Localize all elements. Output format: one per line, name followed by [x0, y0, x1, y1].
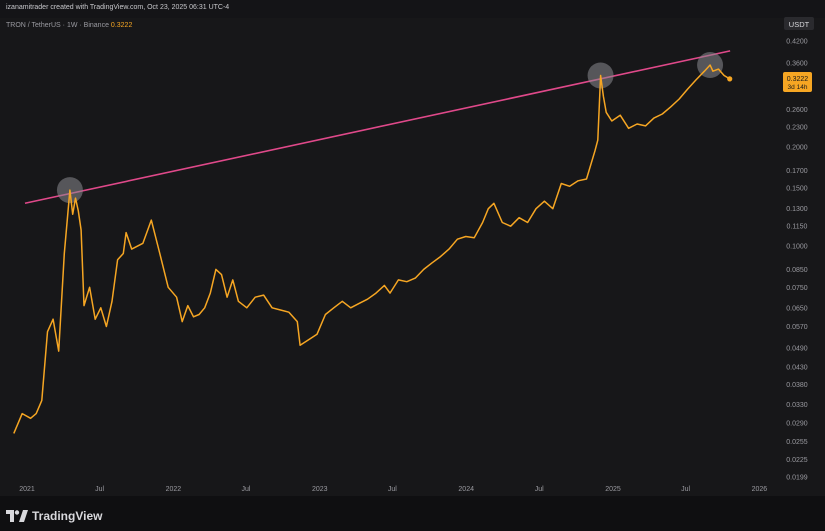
y-tick-label: 0.1000 [786, 244, 808, 251]
last-price-value: 0.3222 [787, 76, 809, 83]
chart-area[interactable] [0, 18, 781, 496]
symbol-price: 0.3222 [110, 22, 133, 29]
y-tick-label: 0.1150 [787, 224, 808, 231]
y-tick-label: 0.2000 [786, 145, 808, 152]
y-tick-label: 0.1700 [786, 168, 808, 175]
x-tick-label: 2021 [19, 486, 35, 493]
y-tick-label: 0.0225 [786, 457, 808, 464]
symbol-name: TRON / TetherUS · 1W · Binance [6, 22, 109, 29]
y-tick-label: 0.0380 [786, 382, 808, 389]
x-tick-label: Jul [681, 486, 690, 493]
symbol-label[interactable]: TRON / TetherUS · 1W · Binance 0.3222 [6, 22, 132, 29]
y-tick-label: 0.0750 [786, 285, 808, 292]
y-axis-ticks: 0.42000.36000.31000.26000.23000.20000.17… [786, 39, 808, 482]
x-tick-label: Jul [242, 486, 251, 493]
y-tick-label: 0.4200 [786, 39, 808, 46]
tradingview-logo-icon [6, 510, 28, 522]
y-tick-label: 0.0255 [786, 439, 808, 446]
price-line [13, 64, 731, 434]
y-tick-label: 0.3600 [786, 61, 808, 68]
chart-header-bar [0, 0, 825, 18]
price-axis[interactable] [781, 18, 825, 496]
x-tick-label: 2023 [312, 486, 328, 493]
last-price-tag: 0.3222 3d 14h [783, 72, 812, 92]
y-tick-label: 0.2600 [786, 107, 808, 114]
y-tick-label: 0.1300 [786, 206, 808, 213]
last-price-countdown: 3d 14h [788, 84, 808, 91]
x-axis-ticks: 2021 Jul 2022 Jul 2023 Jul 2024 Jul 2025 Jul 2026 [19, 486, 767, 493]
x-tick-label: 2022 [166, 486, 182, 493]
tradingview-logo[interactable]: TradingView [6, 509, 102, 523]
y-tick-label: 0.0430 [786, 364, 808, 371]
x-tick-label: 2024 [458, 486, 474, 493]
x-tick-label: 2026 [752, 486, 768, 493]
attribution-text: izanamitrader created with TradingView.c… [6, 4, 230, 11]
y-tick-label: 0.0330 [786, 402, 808, 409]
x-tick-label: 2025 [605, 486, 621, 493]
y-tick-label: 0.0650 [786, 305, 808, 312]
resistance-trendline[interactable] [24, 50, 731, 205]
x-tick-label: Jul [388, 486, 397, 493]
footer [0, 501, 825, 531]
y-tick-label: 0.0290 [786, 421, 808, 428]
y-tick-label: 0.0199 [786, 475, 808, 482]
last-price-dot [727, 76, 733, 82]
y-tick-label: 0.2300 [786, 125, 808, 132]
y-tick-label: 0.0490 [786, 346, 808, 353]
tradingview-logo-text: TradingView [32, 509, 103, 523]
x-tick-label: Jul [535, 486, 544, 493]
x-tick-label: Jul [95, 486, 104, 493]
y-tick-label: 0.1500 [786, 186, 808, 193]
y-tick-label: 0.0570 [786, 324, 808, 331]
y-tick-label: 0.0850 [786, 267, 808, 274]
currency-text: USDT [789, 20, 810, 29]
currency-label: USDT [784, 17, 814, 30]
